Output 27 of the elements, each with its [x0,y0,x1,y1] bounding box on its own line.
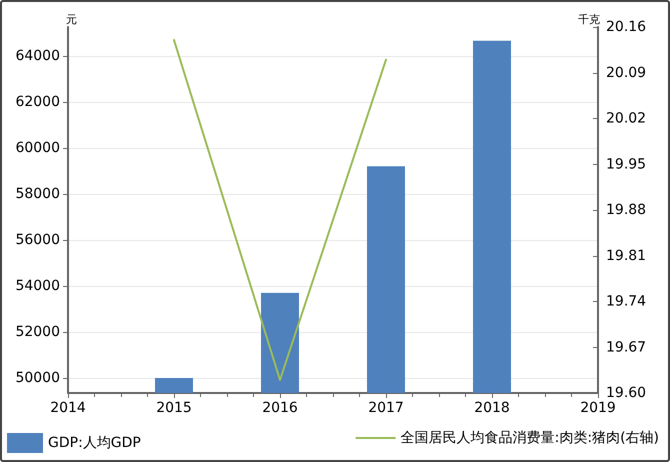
y2-tick-label: 19.81 [606,248,646,264]
y-tick-label: 58000 [15,186,60,202]
y-tick-label: 64000 [15,48,60,64]
x-tick-label: 2018 [474,400,510,416]
y-tick-label: 54000 [15,278,60,294]
x-tick-label: 2017 [368,400,404,416]
y-tick-label: 62000 [15,94,60,110]
y-tick-label: 50000 [15,370,60,386]
y-tick-label: 60000 [15,140,60,156]
x-tick-label: 2014 [50,400,86,416]
x-tick-label: 2015 [156,400,192,416]
y2-tick-label: 19.74 [606,294,646,310]
x-tick-label: 2019 [580,400,616,416]
y2-tick-label: 19.88 [606,202,646,218]
y2-tick-label: 20.02 [606,110,646,126]
legend-label: 全国居民人均食品消费量:肉类:猪肉(右轴) [400,430,659,446]
y2-tick-label: 20.16 [606,19,646,35]
x-tick-label: 2016 [262,400,298,416]
y2-tick-label: 19.67 [606,339,646,356]
y2-tick-label: 19.95 [606,156,646,172]
y2-tick-label: 19.60 [606,385,646,401]
legend-label: GDP:人均GDP [48,435,141,451]
y-tick-label: 56000 [15,232,60,248]
y2-tick-label: 20.09 [606,64,646,81]
y-tick-label: 52000 [15,324,60,340]
y-axis-title: 元 [66,13,77,26]
y2-axis-title: 千克 [578,13,600,26]
